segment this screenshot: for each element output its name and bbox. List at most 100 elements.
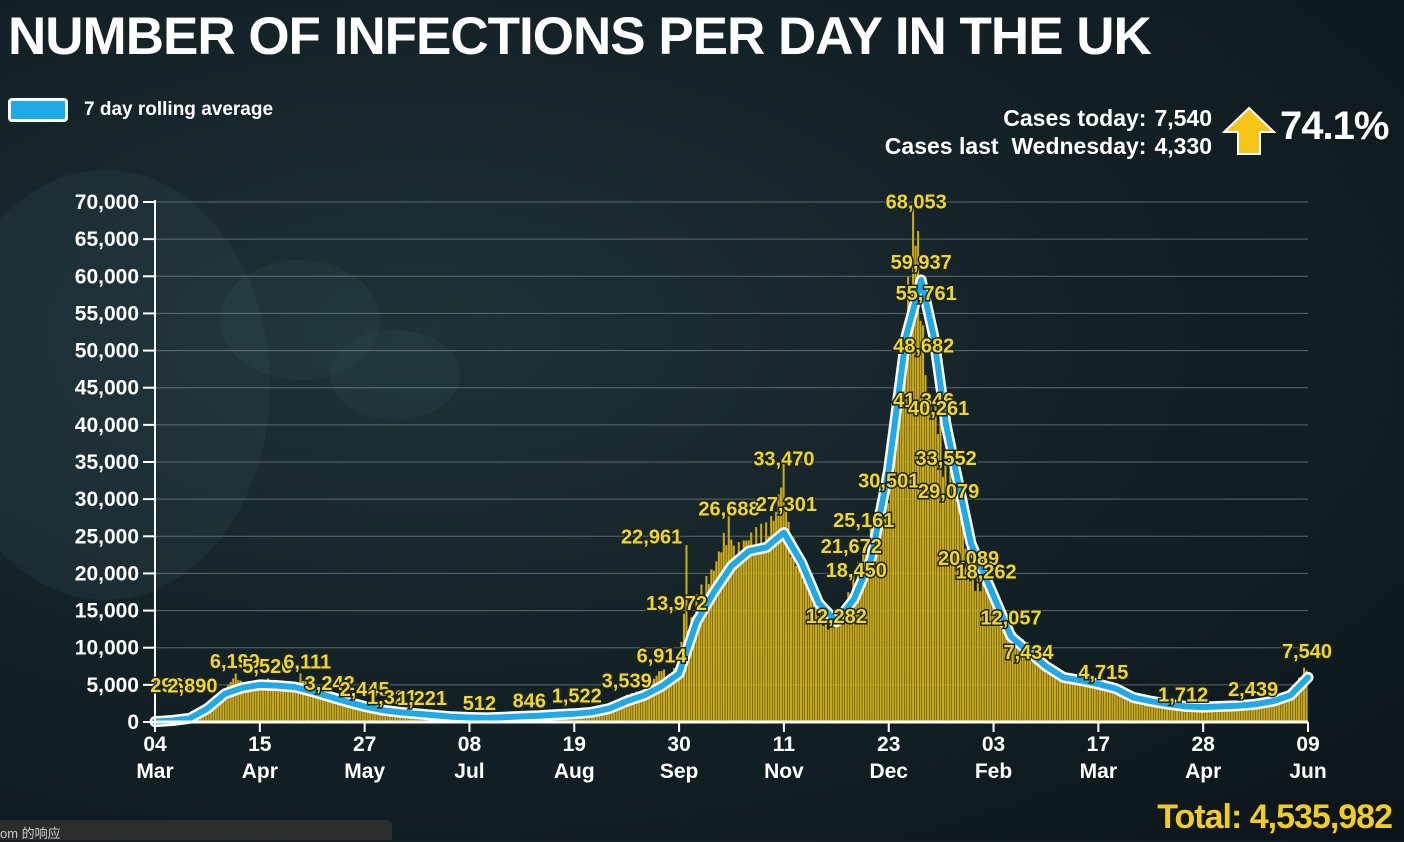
y-tick-label: 0 — [127, 711, 139, 734]
daily-case-bar — [1099, 689, 1101, 722]
daily-case-bar — [1116, 694, 1118, 722]
daily-case-bar — [1106, 689, 1108, 722]
daily-case-bar — [954, 488, 956, 722]
daily-case-bar — [723, 533, 725, 722]
data-label: 4,715 — [1078, 662, 1128, 684]
x-tick-month: Dec — [869, 760, 908, 783]
daily-case-bar — [1104, 689, 1106, 722]
daily-case-bar — [942, 477, 944, 722]
data-label: 30,501 — [858, 470, 919, 492]
daily-case-bar — [1111, 691, 1113, 722]
daily-case-bar — [797, 555, 799, 722]
data-label: 7,540 — [1282, 641, 1332, 663]
x-tick-day: 08 — [458, 733, 482, 756]
daily-case-bar — [1094, 689, 1096, 722]
data-label: 12,282 — [806, 606, 867, 628]
y-tick-label: 15,000 — [75, 600, 139, 623]
data-label: 2,439 — [1228, 679, 1278, 701]
x-tick-day: 28 — [1192, 733, 1216, 756]
daily-case-bar — [827, 629, 829, 722]
daily-case-bar — [280, 689, 282, 722]
x-tick-day: 04 — [143, 733, 167, 756]
daily-case-bar — [972, 566, 974, 722]
daily-case-bar — [800, 574, 802, 722]
daily-case-bar — [900, 381, 902, 722]
data-label: 512 — [463, 693, 496, 715]
daily-case-bar — [802, 571, 804, 722]
daily-case-bar — [753, 545, 755, 722]
daily-case-bar — [977, 576, 979, 722]
daily-case-bar — [1066, 681, 1068, 722]
daily-case-bar — [882, 523, 884, 722]
y-tick-label: 30,000 — [75, 488, 139, 511]
daily-case-bar — [1056, 676, 1058, 722]
daily-case-bar — [780, 488, 782, 722]
daily-case-bar — [763, 549, 765, 722]
daily-case-bar — [817, 616, 819, 722]
x-tick-month: Aug — [554, 760, 595, 783]
y-tick-label: 55,000 — [75, 302, 139, 325]
daily-case-bar — [773, 521, 775, 722]
daily-case-bar — [1101, 686, 1103, 722]
data-label: 2,890 — [167, 676, 217, 698]
daily-case-bar — [738, 542, 740, 722]
daily-case-bar — [805, 580, 807, 722]
footer-bar: om 的响应 — [0, 820, 392, 840]
daily-case-bar — [1002, 624, 1004, 722]
y-tick-label: 20,000 — [75, 562, 139, 585]
daily-cases-bars — [155, 209, 1308, 722]
y-tick-label: 60,000 — [75, 265, 139, 288]
x-tick-month: Mar — [136, 760, 173, 783]
daily-case-bar — [910, 304, 912, 722]
daily-case-bar — [728, 516, 730, 722]
daily-case-bar — [1039, 663, 1041, 722]
daily-case-bar — [1034, 661, 1036, 722]
x-tick-month: May — [344, 760, 385, 783]
data-label: 18,450 — [826, 560, 887, 582]
data-label: 1,221 — [397, 688, 447, 710]
data-label: 1,712 — [1158, 684, 1208, 706]
data-label: 59,937 — [891, 252, 952, 274]
daily-case-bar — [830, 625, 832, 722]
daily-case-bar — [790, 557, 792, 722]
daily-case-bar — [750, 532, 752, 722]
daily-case-bar — [1121, 697, 1123, 722]
daily-case-bar — [795, 566, 797, 722]
daily-case-bar — [235, 673, 237, 722]
y-tick-label: 10,000 — [75, 637, 139, 660]
y-tick-label: 45,000 — [75, 377, 139, 400]
y-tick-label: 25,000 — [75, 525, 139, 548]
daily-case-bar — [661, 671, 663, 722]
daily-case-bar — [778, 494, 780, 722]
daily-case-bar — [1076, 680, 1078, 722]
daily-case-bar — [745, 541, 747, 722]
x-tick-month: Mar — [1080, 760, 1117, 783]
daily-case-bar — [937, 434, 939, 722]
y-tick-label: 50,000 — [75, 340, 139, 363]
daily-case-bar — [1109, 690, 1111, 722]
daily-case-bar — [735, 563, 737, 722]
x-tick-month: Nov — [764, 760, 804, 783]
data-label: 27,301 — [756, 494, 817, 516]
data-label: 6,111 — [283, 652, 331, 674]
x-tick-month: Apr — [242, 760, 278, 783]
data-label: 846 — [513, 691, 546, 713]
daily-case-bar — [1126, 699, 1128, 722]
daily-case-bar — [982, 581, 984, 722]
x-tick-month: Jun — [1289, 760, 1326, 783]
data-label: 22,961 — [621, 526, 682, 548]
daily-case-bar — [947, 489, 949, 722]
data-label: 25,161 — [833, 510, 894, 532]
daily-case-bar — [1029, 654, 1031, 722]
daily-case-bar — [840, 620, 842, 722]
daily-case-bar — [835, 622, 837, 722]
data-label: 6,914 — [637, 646, 688, 668]
daily-case-bar — [242, 689, 244, 722]
x-tick-day: 23 — [877, 733, 900, 756]
x-tick-day: 11 — [773, 733, 796, 756]
data-label: 12,057 — [980, 607, 1041, 629]
daily-case-bar — [837, 619, 839, 722]
data-label: 33,552 — [916, 448, 977, 470]
daily-case-bar — [1096, 684, 1098, 722]
